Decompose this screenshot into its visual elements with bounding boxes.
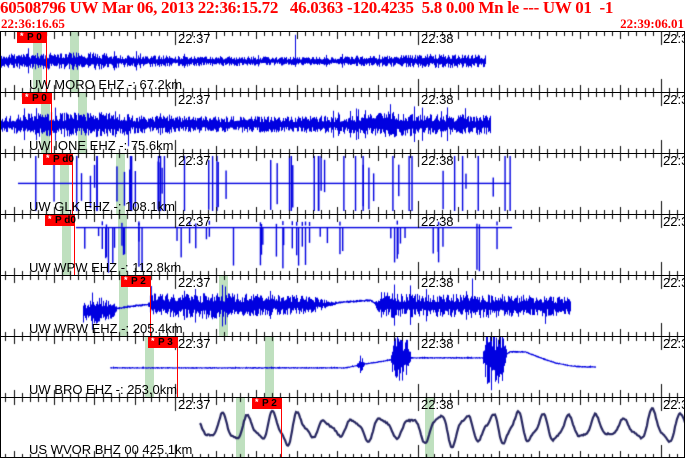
- trace-box[interactable]: * P 2 UW WRW EHZ -: 205.4km 22:37 22:38 22…: [0, 275, 685, 336]
- trace-box[interactable]: * P 3 UW BRO EHZ -: 253.0km 22:37 22:38 22…: [0, 336, 685, 397]
- pick-phase-label: P 2: [131, 276, 146, 287]
- window-start-time: 22:36:16.65: [1, 16, 65, 31]
- pick-line[interactable]: [46, 32, 47, 92]
- trace-box[interactable]: * P 2 US WVOR BHZ 00 425.1km 22:37 22:38 2…: [0, 397, 685, 458]
- trace-box[interactable]: * P d0 UW GLK EHZ -: 108.1km 22:37 22:38 2…: [0, 153, 685, 214]
- minute-label: 22:39: [663, 92, 685, 107]
- station-label: UW WRW EHZ -: 205.4km: [29, 321, 183, 336]
- minute-label: 22:38: [421, 31, 454, 46]
- pick-marker[interactable]: * P 2: [252, 398, 282, 409]
- event-header: 60508796 UW Mar 06, 2013 22:36:15.72 46.…: [0, 0, 614, 17]
- minute-label: 22:39: [663, 336, 685, 351]
- pick-flag: *: [124, 275, 128, 285]
- pick-flag: *: [20, 31, 24, 41]
- minute-label: 22:39: [663, 214, 685, 229]
- minute-label: 22:37: [178, 92, 211, 107]
- pick-marker[interactable]: * P 0: [17, 32, 47, 43]
- minute-label: 22:37: [178, 31, 211, 46]
- pick-flag: *: [151, 336, 155, 346]
- station-label: UW WPW EHZ -: 112.8km: [29, 260, 182, 275]
- traces: * P 0 UW MORO EHZ -: 67.2km 22:37 22:38 22…: [0, 31, 685, 458]
- station-label: UW IONE EHZ -: 75.6km: [29, 138, 174, 153]
- station-label: UW BRO EHZ -: 253.0km: [29, 382, 178, 397]
- pick-line[interactable]: [72, 154, 73, 214]
- trace-box[interactable]: * P 0 UW IONE EHZ -: 75.6km 22:37 22:38 22…: [0, 92, 685, 153]
- minute-label: 22:38: [421, 275, 454, 290]
- waveform-canvas[interactable]: [0, 337, 685, 397]
- minute-label: 22:38: [421, 214, 454, 229]
- pick-phase-label: P d0: [55, 215, 76, 226]
- minute-label: 22:38: [421, 397, 454, 412]
- pick-marker[interactable]: * P 3: [148, 337, 178, 348]
- waveform-canvas[interactable]: [0, 154, 685, 214]
- station-label: UW GLK EHZ -: 108.1km: [29, 199, 175, 214]
- pick-phase-label: P 3: [158, 337, 173, 348]
- minute-label: 22:37: [178, 397, 211, 412]
- waveform-canvas[interactable]: [0, 215, 685, 275]
- waveform-canvas[interactable]: [0, 32, 685, 92]
- trace-box[interactable]: * P d0 UW WPW EHZ -: 112.8km 22:37 22:38 2…: [0, 214, 685, 275]
- pick-phase-label: P 2: [262, 398, 277, 409]
- pick-flag: *: [25, 92, 29, 102]
- pick-marker[interactable]: * P d0: [45, 214, 76, 226]
- pick-line[interactable]: [74, 215, 75, 275]
- pick-marker[interactable]: * P d0: [43, 153, 74, 165]
- minute-label: 22:39: [663, 275, 685, 290]
- waveform-canvas[interactable]: [0, 276, 685, 336]
- minute-label: 22:39: [663, 31, 685, 46]
- pick-line[interactable]: [51, 93, 52, 153]
- minute-label: 22:39: [663, 397, 685, 412]
- pick-marker[interactable]: * P 0: [22, 93, 52, 104]
- minute-label: 22:38: [421, 92, 454, 107]
- window-end-time: 22:39:06.01: [620, 16, 684, 31]
- pick-marker[interactable]: * P 2: [121, 276, 151, 287]
- minute-label: 22:39: [663, 153, 685, 168]
- station-label: UW MORO EHZ -: 67.2km: [29, 77, 183, 92]
- pick-phase-label: P 0: [32, 93, 47, 104]
- trace-box[interactable]: * P 0 UW MORO EHZ -: 67.2km 22:37 22:38 22…: [0, 31, 685, 92]
- minute-label: 22:37: [178, 153, 211, 168]
- time-range-row: 22:36:16.65 22:39:06.01: [0, 17, 685, 31]
- pick-flag: *: [255, 397, 259, 407]
- pick-phase-label: P d0: [53, 154, 74, 165]
- minute-label: 22:37: [178, 214, 211, 229]
- pick-line[interactable]: [177, 337, 178, 397]
- pick-phase-label: P 0: [27, 32, 42, 43]
- pick-line[interactable]: [150, 276, 151, 336]
- left-border: [0, 31, 1, 458]
- pick-flag: *: [48, 214, 52, 224]
- minute-label: 22:37: [178, 275, 211, 290]
- waveform-canvas[interactable]: [0, 398, 685, 457]
- minute-label: 22:38: [421, 336, 454, 351]
- station-label: US WVOR BHZ 00 425.1km: [29, 442, 193, 457]
- minute-label: 22:37: [178, 336, 211, 351]
- pick-line[interactable]: [281, 398, 282, 457]
- pick-flag: *: [46, 153, 50, 163]
- minute-label: 22:38: [421, 153, 454, 168]
- waveform-canvas[interactable]: [0, 93, 685, 153]
